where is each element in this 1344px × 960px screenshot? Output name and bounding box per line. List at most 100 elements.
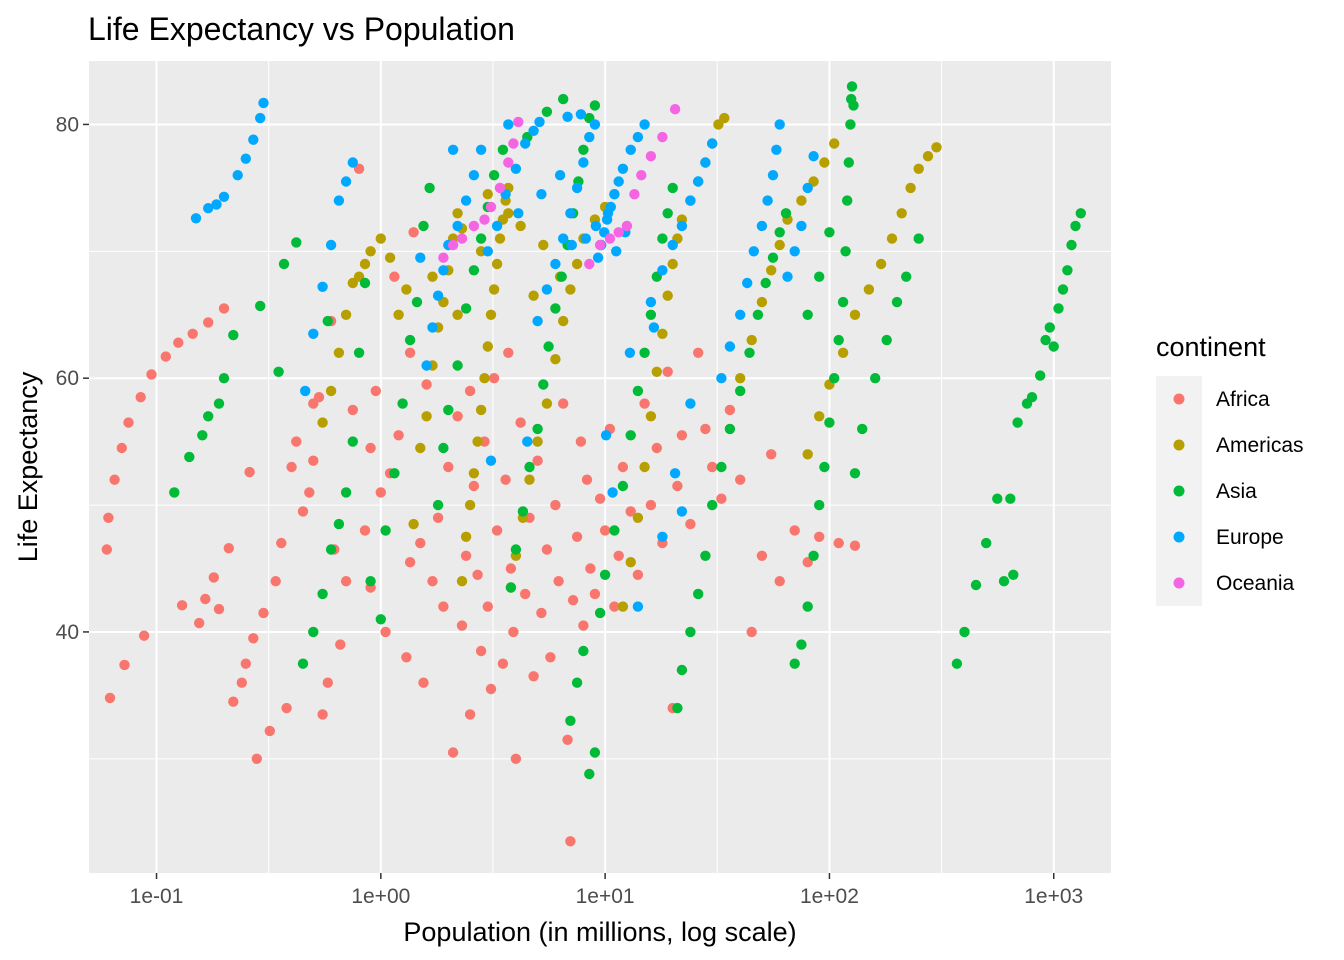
point-europe <box>558 233 569 244</box>
point-asia <box>829 373 840 384</box>
point-europe <box>438 265 449 276</box>
point-africa <box>213 603 225 615</box>
point-asia <box>981 537 992 549</box>
point-africa <box>286 461 297 473</box>
point-europe <box>748 246 759 257</box>
point-americas <box>503 208 514 219</box>
point-africa <box>599 525 611 536</box>
point-asia <box>184 451 195 463</box>
point-americas <box>375 233 386 244</box>
point-asia <box>840 246 851 257</box>
point-asia <box>228 329 239 341</box>
point-africa <box>491 525 503 536</box>
point-africa <box>565 836 576 847</box>
point-europe <box>571 182 583 194</box>
point-asia <box>672 702 683 714</box>
point-africa <box>567 595 579 606</box>
point-asia <box>1012 417 1023 428</box>
point-americas <box>528 290 539 301</box>
point-africa <box>248 633 259 644</box>
point-asia <box>589 747 601 758</box>
point-europe <box>491 220 503 232</box>
point-europe <box>632 131 644 143</box>
point-oceania <box>669 104 681 115</box>
point-americas <box>625 557 636 568</box>
point-asia <box>558 93 569 105</box>
point-oceania <box>513 116 524 128</box>
point-europe <box>609 189 620 200</box>
point-europe <box>639 119 650 130</box>
point-europe <box>584 131 595 143</box>
point-oceania <box>438 252 449 263</box>
point-asia <box>667 182 678 194</box>
point-africa <box>693 347 704 358</box>
point-oceania <box>456 233 468 244</box>
point-asia <box>488 170 500 181</box>
point-africa <box>353 163 365 174</box>
point-americas <box>427 271 438 282</box>
point-africa <box>116 442 128 454</box>
point-africa <box>276 537 287 549</box>
point-europe <box>534 116 545 128</box>
point-europe <box>767 170 779 181</box>
point-europe <box>613 176 624 187</box>
point-asia <box>881 334 892 346</box>
point-americas <box>532 436 543 447</box>
point-africa <box>200 593 211 605</box>
point-asia <box>578 144 589 155</box>
point-europe <box>676 220 688 232</box>
point-africa <box>814 531 825 542</box>
point-africa <box>427 576 438 587</box>
point-europe <box>447 144 459 155</box>
point-europe <box>657 265 668 276</box>
point-europe <box>669 468 681 479</box>
y-axis-ticks: 40 60 80 <box>56 113 89 644</box>
point-asia <box>1044 322 1056 333</box>
point-americas <box>651 366 662 377</box>
point-oceania <box>636 170 647 181</box>
point-asia <box>802 309 813 320</box>
point-africa <box>594 493 606 504</box>
point-africa <box>735 474 746 485</box>
point-africa <box>515 417 526 428</box>
point-africa <box>408 227 419 238</box>
point-oceania <box>479 214 490 225</box>
point-africa <box>251 753 262 764</box>
point-europe <box>600 430 612 441</box>
point-africa <box>359 525 371 536</box>
legend-key-asia <box>1173 485 1185 497</box>
point-africa <box>632 569 644 580</box>
point-asia <box>541 106 553 118</box>
point-europe <box>427 322 438 333</box>
point-asia <box>760 277 771 289</box>
point-americas <box>515 220 526 232</box>
point-africa <box>541 544 553 555</box>
point-europe <box>676 506 688 517</box>
point-asia <box>992 493 1003 504</box>
point-asia <box>347 436 358 447</box>
point-africa <box>613 550 624 561</box>
point-asia <box>774 227 785 238</box>
point-asia <box>780 208 792 219</box>
point-europe <box>611 246 622 257</box>
point-asia <box>632 385 644 397</box>
point-asia <box>359 277 371 289</box>
point-americas <box>802 449 813 460</box>
point-africa <box>109 474 120 485</box>
point-africa <box>532 455 543 466</box>
point-americas <box>719 112 730 124</box>
point-americas <box>657 328 668 339</box>
point-africa <box>585 563 596 574</box>
point-africa <box>571 531 583 542</box>
point-africa <box>578 620 589 631</box>
point-asia <box>197 430 208 441</box>
point-oceania <box>645 151 657 162</box>
point-asia <box>325 544 337 555</box>
point-africa <box>173 337 184 348</box>
point-asia <box>802 601 813 612</box>
point-asia <box>617 480 629 492</box>
point-europe <box>578 157 589 168</box>
point-asia <box>959 626 970 638</box>
y-axis-title: Life Expectancy <box>13 371 43 562</box>
point-europe <box>317 281 328 292</box>
